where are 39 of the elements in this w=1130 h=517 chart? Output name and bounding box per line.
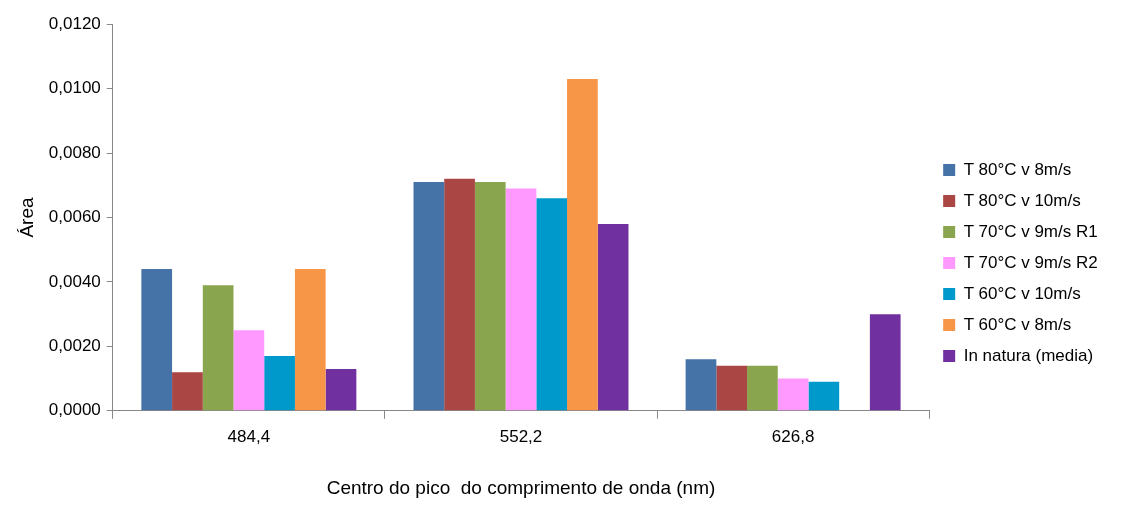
legend-label: T 80°C v 8m/s <box>963 159 1072 179</box>
y-tick-label: 0,0000 <box>48 400 101 420</box>
bar <box>685 359 717 411</box>
y-tick-label: 0,0120 <box>48 13 101 33</box>
bar <box>567 78 598 411</box>
bar <box>869 314 901 411</box>
bar <box>325 368 357 411</box>
y-tick-label: 0,0020 <box>48 336 101 356</box>
legend-label: T 70°C v 9m/s R2 <box>963 252 1098 272</box>
bar <box>172 372 203 411</box>
y-tick-label: 0,0060 <box>48 207 101 227</box>
y-tick-label: 0,0040 <box>48 271 101 291</box>
bar <box>536 198 568 411</box>
legend-label: T 60°C v 8m/s <box>963 314 1072 334</box>
bar <box>777 378 809 411</box>
bar <box>202 285 234 411</box>
x-tick-label: 552,2 <box>499 426 543 446</box>
bar <box>474 182 506 411</box>
bar <box>264 356 295 411</box>
x-axis-title: Centro do pico do comprimento de onda (nm) <box>326 476 716 498</box>
bar <box>413 182 445 411</box>
legend-label: T 60°C v 10m/s <box>963 283 1081 303</box>
bar <box>233 330 265 411</box>
legend-label: T 70°C v 9m/s R1 <box>963 221 1098 241</box>
bar <box>808 381 840 411</box>
bar <box>597 223 629 411</box>
bar <box>294 269 326 411</box>
y-tick-label: 0,0080 <box>48 142 101 162</box>
bar <box>444 178 475 411</box>
legend-label: In natura (media) <box>963 345 1094 365</box>
y-tick-label: 0,0100 <box>48 78 101 98</box>
bar <box>505 188 537 411</box>
x-tick-label: 484,4 <box>227 426 271 446</box>
bar <box>716 365 748 411</box>
legend-label: T 80°C v 10m/s <box>963 190 1081 210</box>
bar <box>141 269 173 411</box>
y-axis-title: Área <box>15 197 37 238</box>
x-tick-label: 626,8 <box>771 426 815 446</box>
bar <box>747 365 778 411</box>
